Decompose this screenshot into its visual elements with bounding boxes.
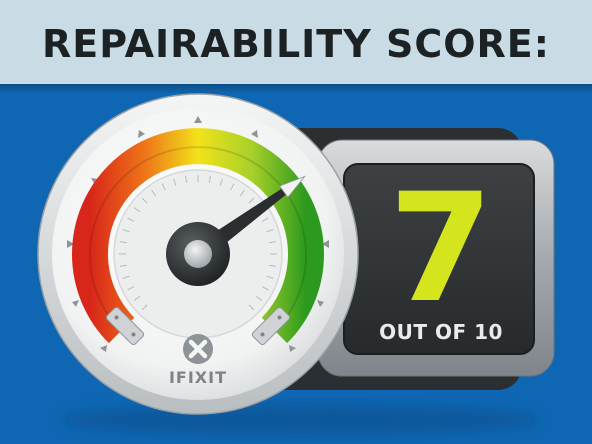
arc-clip-left — [105, 306, 145, 346]
inner-tick — [239, 189, 245, 197]
inner-tick — [230, 183, 235, 191]
outer-tick — [289, 345, 296, 352]
gauge-arc — [72, 128, 324, 344]
gauge-arc-edge — [89, 146, 307, 333]
inner-tick — [248, 304, 255, 311]
needle-tip — [279, 175, 307, 199]
outer-ticks — [67, 116, 329, 352]
inner-tick — [261, 286, 269, 291]
inner-tick — [141, 197, 148, 204]
inner-tick — [208, 175, 211, 183]
inner-tick — [173, 178, 177, 186]
inner-tick — [269, 264, 277, 267]
inner-tick — [185, 175, 188, 183]
inner-tick — [266, 229, 274, 233]
inner-tick — [141, 304, 148, 311]
inner-tick — [151, 189, 157, 197]
inner-tick — [266, 275, 274, 279]
inner-tick — [255, 295, 263, 301]
outer-tick — [72, 300, 79, 307]
score-caption: OUT OF 10 — [379, 320, 503, 344]
arc-clip-right — [251, 306, 291, 346]
outer-tick — [138, 130, 145, 138]
header-shadow — [0, 84, 592, 94]
gauge-dial — [37, 93, 359, 415]
clip-screw — [277, 315, 282, 320]
badge-shadow — [60, 404, 540, 436]
clip-screw — [131, 332, 136, 337]
brand-label: IFIXIT — [168, 368, 228, 387]
inner-tick — [122, 229, 130, 233]
ifixit-x-icon — [183, 334, 213, 364]
inner-tick — [248, 197, 255, 204]
outer-tick — [322, 240, 329, 248]
inner-tick — [161, 183, 166, 191]
outer-tick — [317, 300, 324, 307]
inner-tick — [261, 217, 269, 222]
outer-tick — [67, 240, 74, 248]
inner-tick — [133, 295, 141, 301]
clip-screw — [260, 332, 265, 337]
page-title: REPAIRABILITY SCORE: — [42, 22, 550, 66]
inner-tick — [127, 217, 135, 222]
inner-tick — [122, 275, 130, 279]
score-value: 7 — [388, 162, 494, 336]
inner-tick — [219, 178, 223, 186]
inner-tick — [269, 241, 277, 244]
inner-tick — [119, 264, 127, 267]
clip-screw — [114, 315, 119, 320]
outer-tick — [251, 130, 258, 138]
header-bar: REPAIRABILITY SCORE: — [0, 0, 592, 84]
outer-tick — [194, 116, 202, 123]
inner-tick — [133, 207, 141, 213]
inner-tick — [127, 286, 135, 291]
outer-tick — [100, 345, 107, 352]
score-display: 7 OUT OF 10 — [346, 164, 536, 354]
hub-cap — [184, 240, 212, 268]
inner-tick — [119, 241, 127, 244]
